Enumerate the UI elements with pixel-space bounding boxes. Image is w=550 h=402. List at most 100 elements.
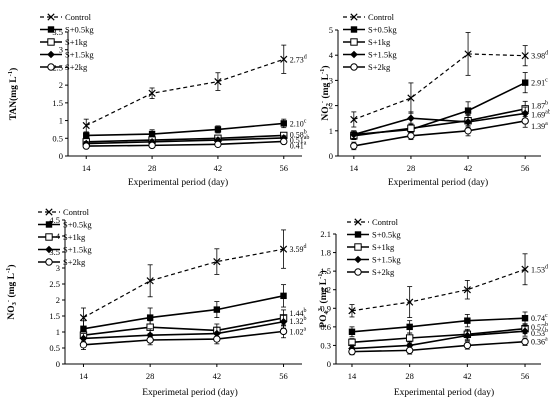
legend-item: S+1kg bbox=[347, 242, 395, 252]
x-tick-label: 42 bbox=[464, 163, 473, 173]
legend-label: S+0.5kg bbox=[368, 25, 397, 35]
data-point bbox=[280, 55, 288, 63]
data-label-letter: d bbox=[545, 51, 548, 57]
data-label-value: 0.58 bbox=[290, 131, 304, 140]
data-label-letter: d bbox=[304, 244, 307, 250]
y-tick-label: 0.5 bbox=[52, 133, 63, 143]
x-tick-label: 14 bbox=[350, 163, 359, 173]
data-point bbox=[213, 257, 221, 266]
legend-label: S+1kg bbox=[65, 37, 88, 47]
x-axis-label: Experimetal period (day) bbox=[142, 387, 238, 398]
data-label: 1.02a bbox=[290, 326, 307, 336]
data-label-letter: ab bbox=[545, 109, 550, 115]
x-tick-label: 14 bbox=[79, 371, 88, 381]
y-tick-label: 1.8 bbox=[320, 248, 331, 258]
y-axis-label-sub: 4 bbox=[323, 310, 330, 314]
data-point bbox=[279, 245, 288, 253]
y-tick-label: 0.5 bbox=[49, 343, 60, 353]
y-axis-label-sup: - bbox=[319, 101, 326, 103]
data-label-value: 0.51 bbox=[290, 136, 304, 145]
data-point bbox=[463, 341, 472, 350]
series-line bbox=[83, 248, 284, 319]
data-label-value: 2.91 bbox=[531, 79, 545, 88]
legend-label: S+2kg bbox=[372, 267, 395, 277]
data-label-letter: c bbox=[545, 78, 548, 84]
chart-panel-4: 0 0.3 0.6 0.9 1.2 1.5 1.8 2.1 14 28 42 56 Experiment… bbox=[317, 217, 548, 398]
data-point bbox=[464, 118, 472, 126]
legend-marker bbox=[45, 245, 53, 254]
data-point bbox=[407, 114, 415, 122]
y-tick-label: 0 bbox=[56, 359, 60, 369]
data-point bbox=[407, 132, 415, 140]
data-label: 2.73d bbox=[290, 54, 307, 64]
legend-item: S+2kg bbox=[40, 62, 88, 72]
data-label-letter: b bbox=[545, 322, 548, 328]
legend-item: Control bbox=[40, 12, 92, 22]
legend-item: Control bbox=[343, 12, 395, 22]
data-label: 3.59d bbox=[290, 244, 307, 254]
data-label-value: 1.32 bbox=[290, 317, 304, 326]
data-label: 0.53b bbox=[531, 328, 548, 338]
data-point bbox=[213, 306, 221, 313]
data-label: 2.10c bbox=[290, 118, 307, 128]
x-tick-label: 42 bbox=[463, 371, 472, 381]
y-axis-label-close: ) bbox=[320, 65, 331, 68]
data-label-letter: a bbox=[545, 337, 548, 343]
y-tick-label: 4 bbox=[56, 231, 61, 241]
x-tick-label: 56 bbox=[521, 163, 530, 173]
series-line bbox=[86, 122, 284, 137]
legend-item: S+0.5kg bbox=[38, 220, 92, 230]
data-label-value: 1.53 bbox=[531, 265, 545, 274]
data-point bbox=[79, 313, 88, 322]
legend-label: S+1kg bbox=[372, 242, 395, 252]
data-point bbox=[406, 298, 414, 306]
series-line bbox=[83, 295, 284, 330]
legend-marker bbox=[47, 26, 55, 33]
data-point bbox=[280, 137, 288, 146]
data-point bbox=[214, 126, 222, 133]
series-line bbox=[351, 268, 526, 312]
x-tick-label: 42 bbox=[214, 163, 223, 173]
y-axis-label: NO2- (mg L-1) bbox=[319, 65, 332, 120]
legend-label: Control bbox=[63, 207, 90, 217]
data-label-value: 2.10 bbox=[290, 119, 304, 128]
legend-item: S+2kg bbox=[343, 62, 391, 72]
y-axis-label-main: NO bbox=[7, 305, 17, 319]
y-axis-label-unit-sup: -1 bbox=[5, 268, 12, 273]
series-line bbox=[353, 53, 526, 121]
data-point bbox=[521, 265, 529, 273]
legend-marker bbox=[350, 26, 358, 33]
legend-item: Control bbox=[38, 207, 90, 217]
y-tick-label: 2.5 bbox=[49, 279, 60, 289]
x-tick-label: 28 bbox=[407, 163, 416, 173]
y-tick-label: 1.5 bbox=[320, 266, 331, 276]
data-label: 0.74c bbox=[531, 313, 548, 323]
legend-item: S+2kg bbox=[347, 267, 395, 277]
y-tick-label: 2 bbox=[59, 80, 63, 90]
legend-item: S+1kg bbox=[343, 37, 391, 47]
legend-item: S+1.5kg bbox=[343, 50, 397, 60]
legend-label: S+2kg bbox=[65, 62, 88, 72]
y-tick-label: 0.6 bbox=[320, 322, 331, 332]
data-label-letter: b bbox=[545, 101, 548, 107]
legend-label: S+0.5kg bbox=[65, 25, 94, 35]
series-line bbox=[351, 340, 526, 353]
data-point bbox=[521, 52, 529, 60]
y-tick-label: 1 bbox=[59, 116, 63, 126]
data-point bbox=[280, 120, 287, 127]
y-axis-label-close: ) bbox=[318, 270, 329, 273]
legend-label: S+2kg bbox=[368, 62, 391, 72]
data-point bbox=[348, 347, 356, 356]
y-axis-label-sub: 2 bbox=[325, 103, 332, 106]
y-tick-label: 2 bbox=[56, 295, 60, 305]
x-axis-label: Experimental period (day) bbox=[394, 387, 494, 398]
legend-marker bbox=[45, 208, 53, 216]
legend-label: S+0.5kg bbox=[372, 230, 401, 240]
data-point bbox=[350, 115, 358, 124]
series-line bbox=[85, 58, 284, 127]
legend-label: S+1.5kg bbox=[372, 255, 401, 265]
data-label-value: 1.02 bbox=[290, 327, 304, 336]
series-line bbox=[83, 317, 284, 336]
data-label: 0.41a bbox=[290, 140, 307, 150]
